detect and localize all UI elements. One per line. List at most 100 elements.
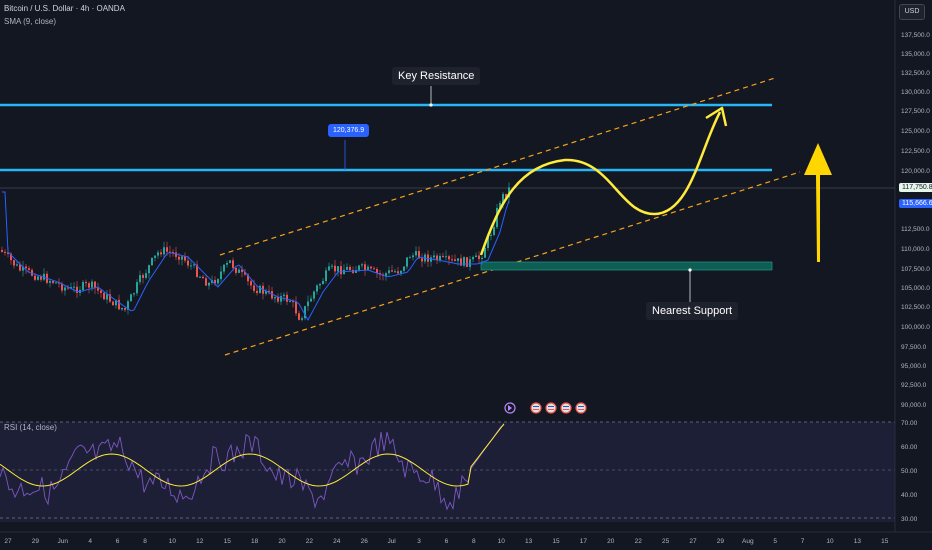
price-axis[interactable]: 137,500.0 135,000.0 132,500.0 130,000.0 127,… [901,32,930,409]
price-tick-label: 137,500.0 [901,32,930,39]
candle-body [337,266,339,272]
currency-button[interactable]: USD [899,4,925,20]
candle-body [64,287,66,291]
candle-body [490,234,492,236]
candle-body [148,265,150,274]
candle-body [448,256,450,260]
candle-body [88,283,90,288]
candle-body [421,258,423,262]
candle-body [394,271,396,273]
projection-arrowhead [705,106,728,127]
time-tick-label: 25 [662,538,670,545]
candle-body [160,252,162,255]
candle-body [499,202,501,209]
candle-body [154,255,156,258]
candle-body [370,266,372,269]
candle-body [430,257,432,262]
sma-indicator-label[interactable]: SMA (9, close) [4,17,57,26]
us-flag-icon[interactable] [575,402,587,414]
candle-body [304,306,306,319]
candle-body [157,252,159,256]
candle-body [472,256,474,260]
candle-body [178,256,180,260]
price-tick-label: 127,500.0 [901,108,930,115]
candle-body [193,264,195,266]
price-tick-label: 132,500.0 [901,70,930,77]
nearest-support-label[interactable]: Nearest Support [646,302,739,320]
candle-body [436,255,438,261]
rsi-indicator-label[interactable]: RSI (14, close) [4,423,57,432]
candle-body [349,266,351,270]
candle-body [70,287,72,289]
candle-body [28,268,30,270]
event-flag-icon[interactable] [504,402,516,414]
symbol-title[interactable]: Bitcoin / U.S. Dollar · 4h · OANDA [4,4,125,13]
candle-body [55,282,57,284]
candle-body [256,290,258,293]
candle-body [19,264,21,271]
candle-body [16,264,18,266]
candle-body [76,286,78,293]
candle-body [355,270,357,273]
price-tick-label: 105,000.0 [901,285,930,292]
candle-body [244,272,246,275]
candle-body [241,269,243,273]
key-resistance-label[interactable]: Key Resistance [392,67,481,85]
candle-body [172,252,174,254]
candle-body [445,256,447,258]
candle-body [202,276,204,279]
candle-body [433,255,435,258]
candle-body [235,267,237,273]
us-flag-icon[interactable] [545,402,557,414]
time-tick-label: 24 [333,538,341,545]
candle-body [415,251,417,256]
time-tick-label: 4 [88,538,92,545]
price-tick-label: 110,000.0 [901,246,930,253]
candle-body [298,313,300,320]
candle-body [100,290,102,293]
candle-body [184,256,186,261]
us-flag-icon[interactable] [560,402,572,414]
candle-body [295,301,297,314]
price-tick-label: 135,000.0 [901,51,930,58]
rsi-ma-line [0,423,505,487]
candle-body [166,247,168,252]
time-tick-label: 27 [689,538,697,545]
candle-body [325,270,327,281]
time-axis[interactable]: 27 29 Jun 4 6 8 10 12 15 18 20 22 24 26 Jul 3 6 8 10 13 15 17… [4,538,888,545]
support-zone[interactable] [480,261,773,271]
projection-path [479,111,722,256]
candle-body [286,294,288,302]
candle-body [133,293,135,295]
candle-body [124,307,126,310]
time-tick-label: 3 [417,538,421,545]
candle-body [265,290,267,294]
candle-body [136,282,138,294]
candle-body [37,276,39,280]
candle-body [196,264,198,277]
candle-body [61,283,63,291]
candle-body [4,251,6,253]
time-tick-label: 29 [717,538,725,545]
price-tick-label: 125,000.0 [901,128,930,135]
sma-line [2,191,510,322]
us-flag-icon[interactable] [530,402,542,414]
candle-body [232,260,234,268]
candle-body [220,271,222,280]
price-tick-label: 92,500.0 [901,382,927,389]
candle-body [397,271,399,274]
time-tick-label: 5 [773,538,777,545]
channel-upper-line[interactable] [219,77,776,256]
candle-body [400,270,402,274]
time-tick-label: 10 [498,538,506,545]
time-tick-label: 26 [361,538,369,545]
rsi-tick-label: 40.00 [901,492,918,499]
price-tick-label: 112,500.0 [901,226,930,233]
candle-body [289,301,291,303]
price-label-tag[interactable]: 120,376.9 [328,124,370,137]
candle-body [346,266,348,270]
candle-body [127,301,129,310]
rsi-axis[interactable]: 70.00 60.00 50.00 40.00 30.00 [901,420,918,523]
